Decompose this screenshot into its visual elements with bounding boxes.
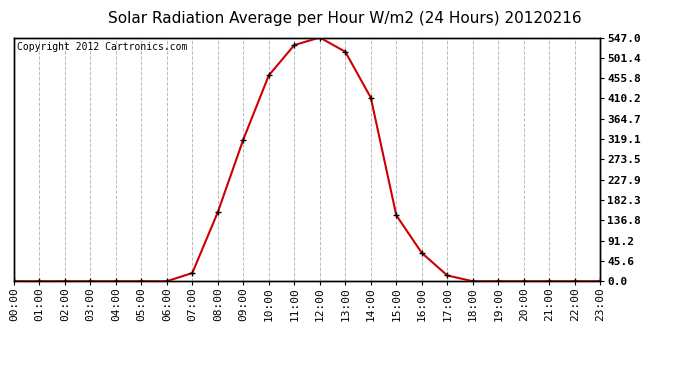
Text: Copyright 2012 Cartronics.com: Copyright 2012 Cartronics.com	[17, 42, 187, 52]
Text: Solar Radiation Average per Hour W/m2 (24 Hours) 20120216: Solar Radiation Average per Hour W/m2 (2…	[108, 11, 582, 26]
